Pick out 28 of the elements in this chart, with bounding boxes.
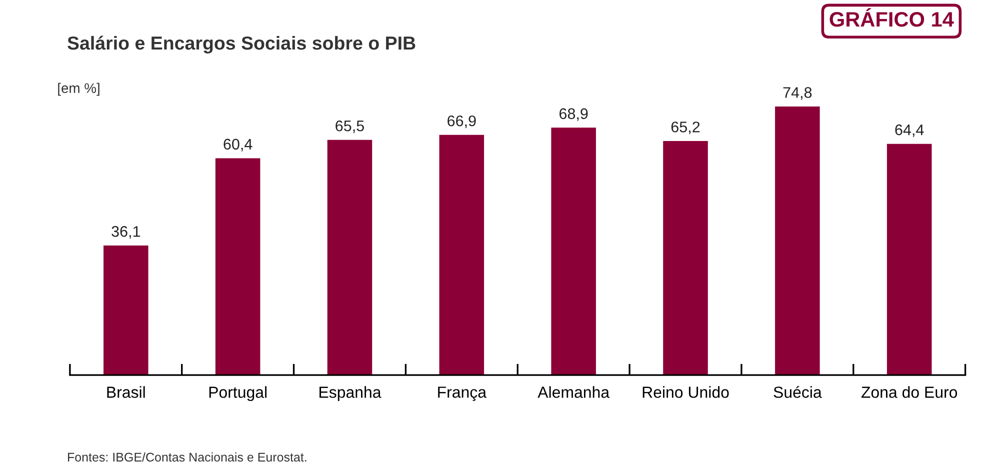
bar — [886, 144, 932, 376]
chart-title: Salário e Encargos Sociais sobre o PIB — [68, 36, 416, 54]
x-tick-label: Espanha — [320, 386, 382, 402]
bar — [663, 140, 708, 376]
data-label: 36,1 — [112, 226, 140, 239]
x-tick-label: Alemanha — [538, 386, 610, 398]
data-label: 65,5 — [336, 120, 364, 134]
text: Fontes: IBGE/Contas Nacionais e Eurostat. — [68, 452, 306, 462]
bar — [327, 140, 372, 376]
x-tick-label: Brasil — [107, 386, 145, 398]
bar — [215, 158, 260, 376]
data-label: 64,4 — [895, 124, 924, 138]
x-tick-label: Portugal — [209, 386, 266, 402]
data-label: 68,9 — [559, 108, 588, 121]
bar — [104, 245, 148, 376]
text: GRÁFICO 14 — [830, 8, 954, 27]
bar — [551, 128, 596, 376]
bar — [439, 134, 484, 376]
x-tick-label: Suécia — [774, 386, 822, 398]
data-label: 74,8 — [783, 87, 812, 100]
data-label: 65,2 — [671, 122, 700, 134]
x-tick-label: França — [438, 386, 487, 402]
bar — [775, 106, 820, 376]
y-axis-title: [em %] — [58, 82, 100, 96]
data-label: 66,9 — [448, 115, 476, 128]
data-label: 60,4 — [224, 138, 252, 152]
x-tick-label: Reino Unido — [642, 386, 729, 398]
x-tick-label: Zona do Euro — [861, 386, 958, 398]
